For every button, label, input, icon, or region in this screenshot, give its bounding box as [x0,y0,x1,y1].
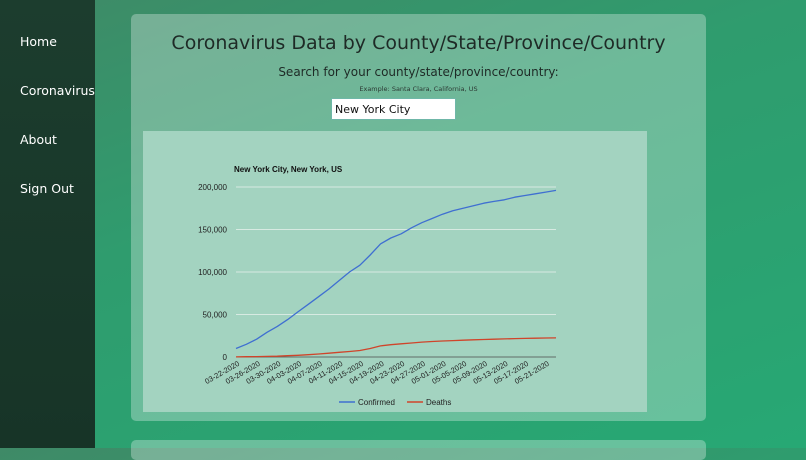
search-prompt: Search for your county/state/province/co… [278,65,559,79]
legend-label-confirmed: Confirmed [358,398,395,407]
nav-about[interactable]: About [20,132,57,147]
line-chart: New York City, New York, US 0 50,000 100,0… [143,131,647,412]
sidebar: Home Coronavirus About Sign Out [0,0,95,448]
chart-legend: Confirmed Deaths [339,398,451,407]
y-tick-label: 100,000 [198,268,227,277]
y-tick-label: 200,000 [198,183,227,192]
nav-sign-out[interactable]: Sign Out [20,181,74,196]
secondary-card [131,440,706,460]
chart-svg: New York City, New York, US 0 50,000 100,0… [198,165,557,407]
chart-title: New York City, New York, US [234,165,343,174]
confirmed-line [235,189,557,350]
nav-coronavirus[interactable]: Coronavirus [20,83,95,98]
y-tick-label: 150,000 [198,226,227,235]
legend-label-deaths: Deaths [426,398,451,407]
deaths-line [235,337,557,358]
nav-home[interactable]: Home [20,34,57,49]
page-title: Coronavirus Data by County/State/Provinc… [171,32,666,54]
search-example: Example: Santa Clara, California, US [359,85,478,93]
y-tick-label: 50,000 [203,311,228,320]
y-tick-label: 0 [223,353,228,362]
search-card: Coronavirus Data by County/State/Provinc… [131,14,706,421]
location-search-input[interactable] [331,98,456,120]
